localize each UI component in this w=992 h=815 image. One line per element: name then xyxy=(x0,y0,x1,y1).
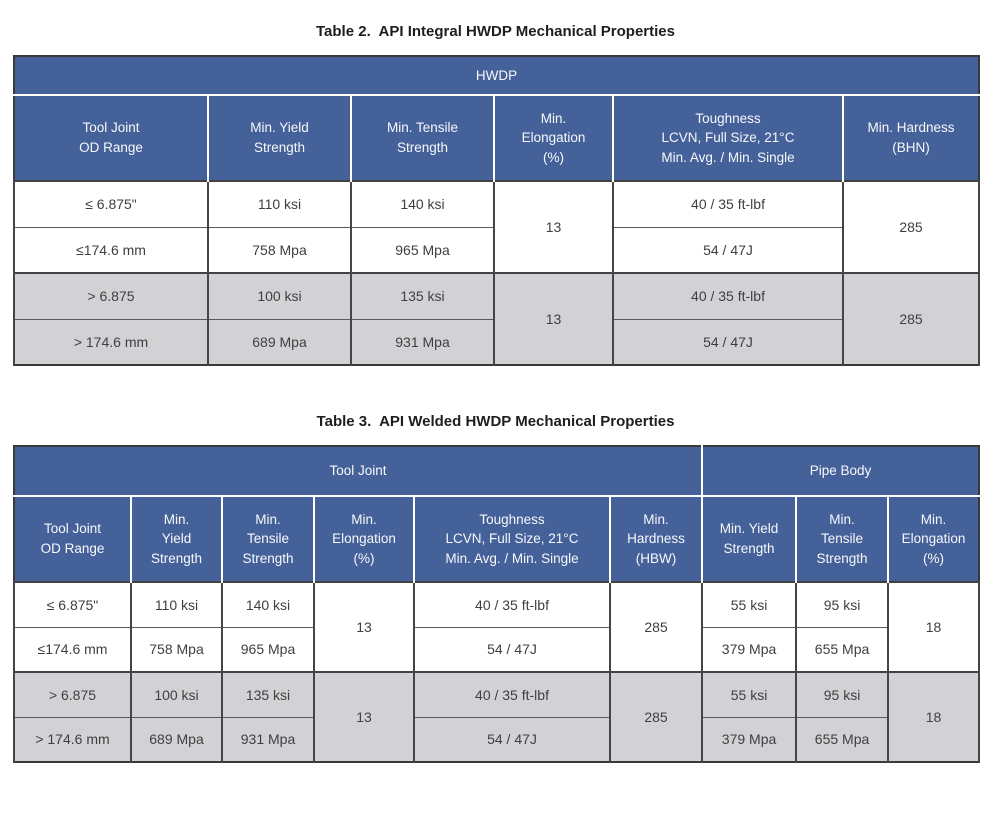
yield-strength-cell: 100 ksi xyxy=(130,671,223,718)
od-range-cell: ≤174.6 mm xyxy=(13,226,209,274)
col-header-toughness: Toughness LCVN, Full Size, 21°C Min. Avg… xyxy=(612,95,843,181)
tensile-strength-cell: 931 Mpa xyxy=(221,716,315,763)
hardness-cell: 285 xyxy=(842,180,980,274)
od-range-cell: > 174.6 mm xyxy=(13,716,132,763)
col-header-yield-strength: Min. Yield Strength xyxy=(130,496,222,582)
od-range-cell: ≤ 6.875" xyxy=(13,581,132,628)
table-row: > 174.6 mm 689 Mpa 931 Mpa 54 / 47J 379 … xyxy=(13,716,979,763)
col-header-tensile-strength: Min. Tensile Strength xyxy=(221,496,314,582)
col-header-elongation: Min. Elongation (%) xyxy=(493,95,613,181)
pb-elongation-cell: 18 xyxy=(887,671,981,763)
elongation-cell: 13 xyxy=(313,581,415,673)
col-header-pb-elongation: Min. Elongation (%) xyxy=(887,496,980,582)
pb-tensile-cell: 95 ksi xyxy=(795,671,890,718)
table-row: > 6.875 100 ksi 135 ksi 13 40 / 35 ft-lb… xyxy=(13,671,981,763)
table-row: ≤174.6 mm 758 Mpa 965 Mpa 54 / 47J xyxy=(13,226,979,274)
group-header-pipe-body: Pipe Body xyxy=(701,446,980,497)
yield-strength-cell: 110 ksi xyxy=(130,581,223,628)
toughness-cell: 40 / 35 ft-lbf xyxy=(413,671,611,718)
toughness-cell: 40 / 35 ft-lbf xyxy=(612,272,844,320)
col-header-hardness-hbw: Min. Hardness (HBW) xyxy=(608,496,703,582)
col-header-tensile-strength: Min. Tensile Strength xyxy=(350,95,494,181)
table3-title: Table 3. API Welded HWDP Mechanical Prop… xyxy=(316,413,675,430)
pb-elongation-cell: 18 xyxy=(887,581,981,673)
col-header-od-range: Tool Joint OD Range xyxy=(14,95,208,181)
toughness-cell: 40 / 35 ft-lbf xyxy=(413,581,611,628)
od-range-cell: > 6.875 xyxy=(13,671,132,718)
integral-hwdp-table: HWDP Tool Joint OD Range Min. Yield Stre… xyxy=(13,55,980,366)
toughness-cell: 54 / 47J xyxy=(413,716,611,763)
pb-yield-cell: 55 ksi xyxy=(701,671,798,718)
elongation-cell: 13 xyxy=(493,180,614,274)
toughness-cell: 54 / 47J xyxy=(413,626,611,673)
elongation-cell: 13 xyxy=(493,272,614,366)
pb-tensile-cell: 95 ksi xyxy=(795,581,890,628)
table-row: ≤ 6.875" 110 ksi 140 ksi 13 40 / 35 ft-l… xyxy=(13,581,981,673)
od-range-cell: > 174.6 mm xyxy=(13,318,209,366)
col-header-od-range: Tool Joint OD Range xyxy=(14,496,131,582)
toughness-cell: 54 / 47J xyxy=(612,226,844,274)
elongation-cell: 13 xyxy=(313,671,415,763)
table-row: > 6.875 100 ksi 135 ksi 13 40 / 35 ft-lb… xyxy=(13,272,980,366)
yield-strength-cell: 100 ksi xyxy=(207,272,352,320)
table-row: ≤174.6 mm 758 Mpa 965 Mpa 54 / 47J 379 M… xyxy=(13,626,979,673)
pb-yield-cell: 55 ksi xyxy=(701,581,798,628)
hardness-cell: 285 xyxy=(608,671,704,763)
col-header-elongation: Min. Elongation (%) xyxy=(313,496,414,582)
tensile-strength-cell: 931 Mpa xyxy=(350,318,495,366)
col-header-hardness-bhn: Min. Hardness (BHN) xyxy=(842,95,979,181)
table2-banner: HWDP xyxy=(14,56,979,96)
col-header-yield-strength: Min. Yield Strength xyxy=(207,95,351,181)
tensile-strength-cell: 135 ksi xyxy=(350,272,495,320)
col-header-pb-yield-strength: Min. Yield Strength xyxy=(701,496,797,582)
yield-strength-cell: 110 ksi xyxy=(207,180,352,228)
table2-title: Table 2. API Integral HWDP Mechanical Pr… xyxy=(316,23,675,40)
od-range-cell: > 6.875 xyxy=(13,272,209,320)
yield-strength-cell: 689 Mpa xyxy=(207,318,352,366)
group-header-tool-joint: Tool Joint xyxy=(14,446,703,497)
tensile-strength-cell: 135 ksi xyxy=(221,671,315,718)
toughness-cell: 40 / 35 ft-lbf xyxy=(612,180,844,228)
yield-strength-cell: 689 Mpa xyxy=(130,716,223,763)
table-row: > 174.6 mm 689 Mpa 931 Mpa 54 / 47J xyxy=(13,318,979,366)
od-range-cell: ≤ 6.875" xyxy=(13,180,209,228)
od-range-cell: ≤174.6 mm xyxy=(13,626,132,673)
hardness-cell: 285 xyxy=(608,581,704,673)
pb-yield-cell: 379 Mpa xyxy=(701,626,798,673)
yield-strength-cell: 758 Mpa xyxy=(130,626,223,673)
tensile-strength-cell: 965 Mpa xyxy=(350,226,495,274)
col-header-toughness: Toughness LCVN, Full Size, 21°C Min. Avg… xyxy=(413,496,610,582)
table-row: ≤ 6.875" 110 ksi 140 ksi 13 40 / 35 ft-l… xyxy=(13,180,980,274)
col-header-pb-tensile-strength: Min. Tensile Strength xyxy=(795,496,889,582)
yield-strength-cell: 758 Mpa xyxy=(207,226,352,274)
tensile-strength-cell: 140 ksi xyxy=(350,180,495,228)
pb-yield-cell: 379 Mpa xyxy=(701,716,798,763)
pb-tensile-cell: 655 Mpa xyxy=(795,716,890,763)
pb-tensile-cell: 655 Mpa xyxy=(795,626,890,673)
toughness-cell: 54 / 47J xyxy=(612,318,844,366)
hardness-cell: 285 xyxy=(842,272,980,366)
tensile-strength-cell: 140 ksi xyxy=(221,581,315,628)
tensile-strength-cell: 965 Mpa xyxy=(221,626,315,673)
welded-hwdp-table: Tool Joint Pipe Body Tool Joint OD Range… xyxy=(13,445,981,763)
